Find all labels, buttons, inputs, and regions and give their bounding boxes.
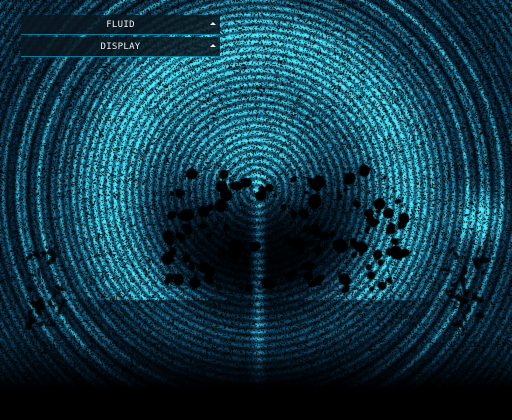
- chevron-up-icon: [210, 22, 216, 25]
- chevron-up-icon: [210, 44, 216, 47]
- folder-display[interactable]: DISPLAY: [21, 37, 220, 57]
- folder-fluid[interactable]: FLUID: [21, 15, 220, 35]
- folder-fluid-label: FLUID: [106, 20, 135, 30]
- folder-display-label: DISPLAY: [100, 42, 141, 52]
- controls-panel: FLUID DISPLAY: [21, 15, 220, 59]
